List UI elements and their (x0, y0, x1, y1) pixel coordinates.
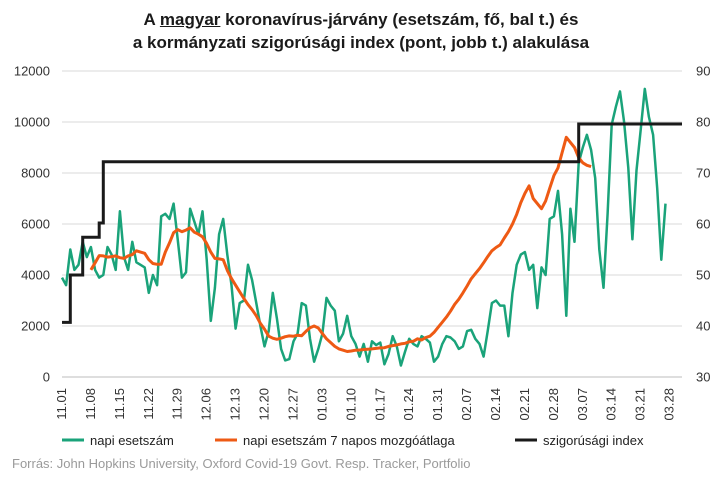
x-tick-label: 02.21 (517, 388, 532, 421)
source-note: Forrás: John Hopkins University, Oxford … (12, 456, 471, 471)
y-right-tick-label: 70 (696, 166, 710, 181)
x-tick-label: 11.08 (83, 388, 98, 420)
y-left-tick-label: 0 (43, 370, 50, 385)
title-underlined-word: magyar (159, 10, 221, 29)
x-tick-label: 11.15 (112, 388, 127, 420)
x-tick-label: 01.10 (343, 388, 358, 421)
series-line-stringency-index (62, 122, 682, 324)
y-right-tick-label: 30 (696, 370, 710, 385)
chart-title-line2: a kormányzati szigorúsági index (pont, j… (132, 33, 590, 52)
gridlines (62, 70, 682, 378)
series-line-daily-cases (60, 87, 667, 367)
x-tick-label: 11.29 (170, 388, 185, 420)
legend-label-avg: napi esetszám 7 napos mozgóátlaga (243, 433, 456, 448)
x-tick-label: 11.01 (54, 388, 69, 420)
x-tick-label: 12.06 (199, 388, 214, 421)
series-line-moving-average (89, 135, 592, 353)
x-tick-label: 11.22 (141, 388, 156, 420)
y-right-tick-labels: 30 40 50 60 70 80 90 (696, 64, 710, 385)
x-tick-label: 01.17 (372, 388, 387, 421)
y-right-tick-label: 90 (696, 64, 710, 79)
x-tick-label: 12.27 (285, 388, 300, 421)
chart-title-line1: A magyar koronavírus-járvány (esetszám, … (0, 8, 722, 31)
y-left-tick-label: 4000 (21, 268, 50, 283)
y-right-tick-label: 50 (696, 268, 710, 283)
x-tick-label: 02.28 (546, 388, 561, 421)
y-right-tick-label: 80 (696, 115, 710, 130)
x-tick-label: 12.20 (257, 388, 272, 421)
series-lines (60, 87, 682, 367)
chart-title: A magyar koronavírus-járvány (esetszám, … (0, 8, 722, 54)
title-pre: A (143, 10, 160, 29)
x-tick-label: 03.21 (633, 388, 648, 421)
x-tick-label: 01.03 (314, 388, 329, 421)
y-left-tick-label: 2000 (21, 319, 50, 334)
y-left-tick-label: 12000 (14, 64, 50, 79)
legend-label-index: szigorúsági index (543, 433, 644, 448)
y-left-tick-label: 10000 (14, 115, 50, 130)
y-left-tick-label: 6000 (21, 217, 50, 232)
legend-label-daily: napi esetszám (90, 433, 174, 448)
y-right-tick-label: 40 (696, 319, 710, 334)
x-tick-label: 01.31 (430, 388, 445, 421)
x-tick-label: 03.28 (662, 388, 677, 421)
x-tick-labels: 11.01 11.08 11.15 11.22 11.29 12.06 12.13 12.20… (54, 388, 677, 421)
y-right-tick-label: 60 (696, 217, 710, 232)
legend: napi esetszám napi esetszám 7 napos mozgó… (62, 433, 644, 448)
y-left-tick-label: 8000 (21, 166, 50, 181)
x-tick-label: 12.13 (228, 388, 243, 421)
y-left-tick-labels: 0 2000 4000 6000 8000 10000 12000 (14, 64, 50, 385)
x-tick-label: 01.24 (401, 388, 416, 421)
x-tick-label: 03.07 (575, 388, 590, 421)
title-post: koronavírus-járvány (esetszám, fő, bal t… (220, 10, 579, 29)
x-tick-label: 02.07 (459, 388, 474, 421)
x-tick-label: 03.14 (604, 388, 619, 421)
x-tick-label: 02.14 (488, 388, 503, 421)
